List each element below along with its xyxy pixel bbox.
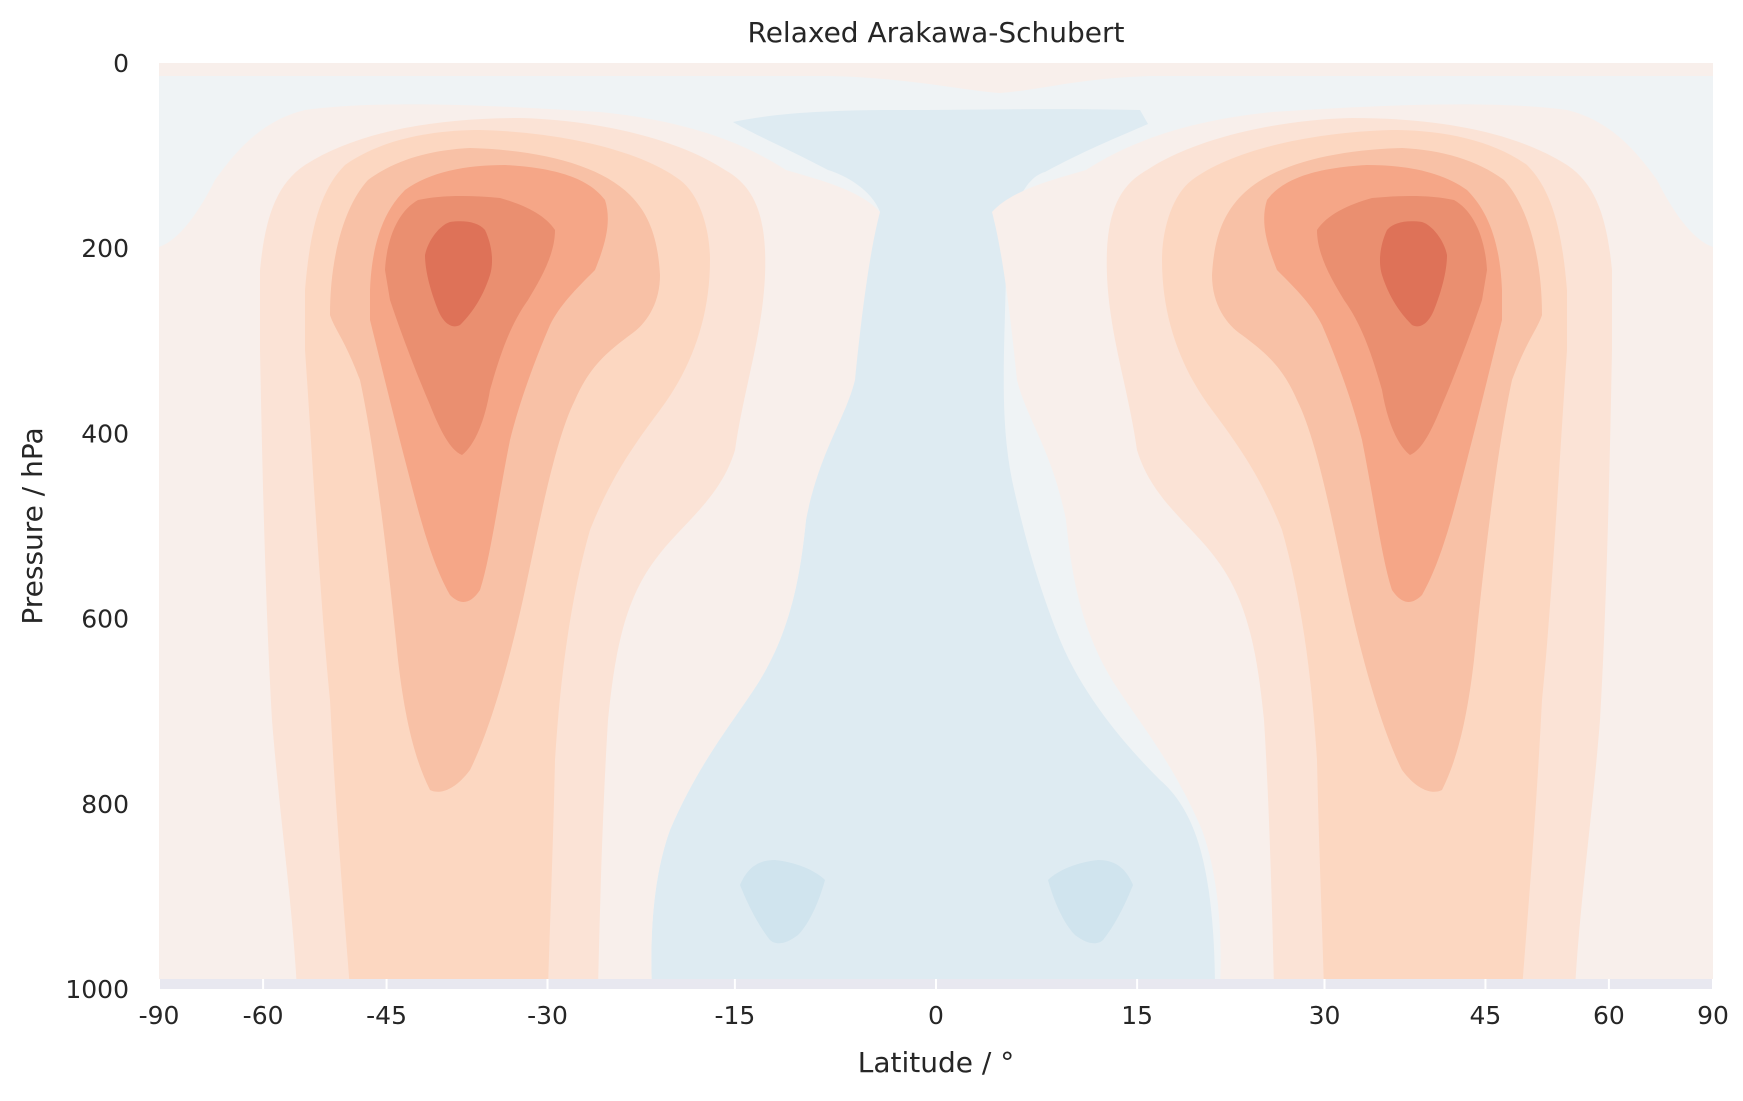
contour-level-negative-outer	[651, 109, 1215, 989]
x-tick-label: -45	[366, 1001, 407, 1030]
x-tick-label: 15	[1121, 1001, 1153, 1030]
y-tick-label: 200	[81, 234, 129, 263]
chart-title: Relaxed Arakawa-Schubert	[748, 16, 1125, 49]
x-tick-label: 30	[1309, 1001, 1341, 1030]
contour-minimum-northern-low	[1048, 860, 1133, 944]
x-tick-label: 90	[1697, 1001, 1729, 1030]
contour-minimum-southern-low	[740, 860, 825, 944]
y-tick-label: 400	[81, 419, 129, 448]
y-axis: 0 200 400 600 800 1000	[65, 49, 129, 1004]
x-tick-label: -30	[527, 1001, 568, 1030]
x-tick-label: -60	[243, 1001, 284, 1030]
contour-level-top-band	[159, 63, 1713, 93]
contour-maximum-north-core	[1379, 221, 1447, 327]
x-tick-label: -90	[139, 1001, 180, 1030]
y-tick-label: 800	[81, 790, 129, 819]
x-tick-label: -15	[714, 1001, 755, 1030]
y-tick-label: 0	[113, 49, 129, 78]
x-tick-label: 0	[928, 1001, 944, 1030]
northern-lobe-group	[992, 104, 1713, 989]
y-tick-label: 600	[81, 605, 129, 634]
x-axis: -90 -60 -45 -30 -15 0 15 30 45 60 90	[139, 979, 1729, 1030]
x-tick-label: 45	[1470, 1001, 1502, 1030]
contour-maximum-south-core	[425, 221, 493, 327]
x-axis-label: Latitude / °	[858, 1046, 1014, 1079]
plot-area	[159, 63, 1713, 989]
y-axis-label: Pressure / hPa	[16, 427, 49, 624]
y-tick-label: 1000	[65, 975, 129, 1004]
x-tick-label: 60	[1593, 1001, 1625, 1030]
